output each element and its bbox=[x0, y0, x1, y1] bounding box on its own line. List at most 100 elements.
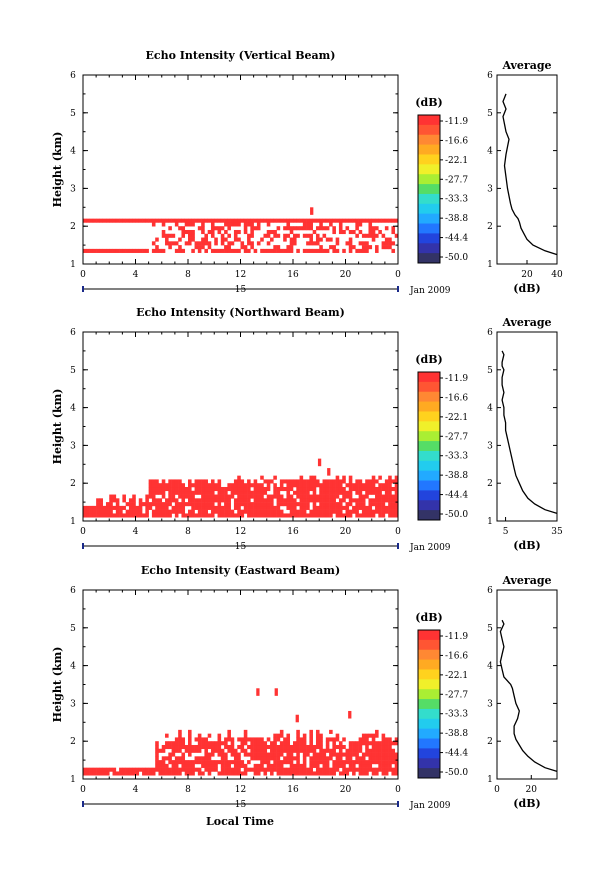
echo-cell bbox=[224, 229, 228, 235]
echo-cell bbox=[89, 505, 94, 510]
echo-cell bbox=[332, 490, 336, 495]
echo-cell bbox=[256, 748, 261, 753]
echo-cell bbox=[342, 744, 346, 750]
echo-cell bbox=[299, 483, 304, 488]
echo-cell bbox=[217, 505, 222, 510]
profile-title: Average bbox=[501, 316, 551, 329]
echo-cell bbox=[293, 771, 297, 776]
echo-cell bbox=[375, 502, 379, 507]
echo-cell bbox=[332, 760, 336, 765]
echo-cell bbox=[289, 509, 294, 514]
echo-cell bbox=[250, 741, 254, 746]
echo-cell bbox=[217, 760, 222, 765]
echo-cell bbox=[286, 245, 291, 250]
echo-cell bbox=[197, 245, 202, 250]
echo-cell bbox=[276, 748, 281, 753]
echo-cell bbox=[391, 513, 396, 518]
echo-cell bbox=[240, 490, 245, 495]
echo-cell bbox=[178, 486, 182, 492]
echo-cell bbox=[388, 756, 392, 761]
y-tick-label: 5 bbox=[70, 109, 76, 119]
echo-cell bbox=[158, 248, 163, 253]
echo-cell bbox=[158, 502, 163, 507]
echo-cell bbox=[315, 226, 320, 231]
echo-cell bbox=[365, 483, 369, 488]
profile-frame bbox=[496, 74, 558, 265]
echo-cell bbox=[342, 486, 346, 492]
echo-cell bbox=[250, 767, 254, 772]
y-tick-label: 4 bbox=[70, 404, 76, 414]
echo-cell bbox=[233, 218, 238, 223]
echo-cell bbox=[283, 744, 287, 750]
echo-cell bbox=[161, 502, 166, 507]
echo-cell bbox=[197, 218, 202, 223]
echo-cell bbox=[250, 233, 254, 238]
echo-cell bbox=[105, 218, 110, 223]
echo-cell bbox=[266, 218, 271, 223]
echo-cell bbox=[391, 771, 396, 776]
echo-cell bbox=[197, 502, 202, 507]
echo-cell bbox=[315, 505, 320, 510]
echo-cell bbox=[388, 741, 392, 746]
echo-cell bbox=[109, 767, 113, 772]
echo-cell bbox=[338, 218, 343, 223]
echo-cell bbox=[247, 479, 251, 484]
echo-cell bbox=[325, 744, 330, 750]
echo-cell bbox=[240, 483, 245, 488]
colorbar-segment bbox=[418, 699, 440, 710]
echo-cell bbox=[158, 509, 163, 514]
echo-cell bbox=[204, 756, 208, 761]
y-tick-label: 6 bbox=[70, 328, 76, 338]
echo-cell bbox=[266, 763, 271, 768]
echo-cell bbox=[391, 241, 396, 246]
echo-cell bbox=[227, 505, 231, 510]
echo-cell bbox=[151, 241, 156, 246]
echo-cell bbox=[128, 767, 133, 772]
echo-cell bbox=[188, 502, 192, 507]
echo-cell bbox=[142, 767, 146, 772]
echo-cell bbox=[381, 752, 386, 757]
echo-cell bbox=[289, 771, 294, 776]
echo-cell bbox=[135, 513, 140, 518]
echo-cell bbox=[253, 513, 258, 518]
echo-cell bbox=[155, 486, 159, 492]
echo-cell bbox=[250, 490, 254, 495]
echo-cell bbox=[142, 502, 146, 507]
echo-cell bbox=[148, 502, 153, 507]
echo-cell bbox=[355, 486, 359, 492]
colorbar-tick-label: -44.4 bbox=[445, 491, 468, 501]
echo-cell bbox=[378, 756, 382, 761]
y-tick-label: 1 bbox=[70, 517, 76, 527]
echo-cell bbox=[220, 752, 225, 757]
echo-cell bbox=[125, 771, 130, 776]
echo-cell bbox=[381, 241, 386, 246]
echo-cell bbox=[227, 483, 231, 488]
echo-cell bbox=[260, 763, 264, 768]
echo-cell bbox=[312, 505, 317, 510]
echo-cell bbox=[348, 763, 353, 768]
echo-cell bbox=[105, 771, 110, 776]
echo-cell bbox=[171, 483, 176, 488]
echo-cell bbox=[309, 483, 313, 488]
echo-cell bbox=[197, 498, 202, 503]
echo-cell bbox=[99, 509, 103, 514]
echo-cell bbox=[312, 483, 317, 488]
echo-cell bbox=[171, 767, 176, 772]
echo-cell bbox=[243, 767, 248, 772]
echo-cell bbox=[247, 513, 251, 518]
echo-cell bbox=[197, 737, 202, 742]
echo-cell bbox=[394, 756, 399, 761]
echo-cell bbox=[112, 513, 117, 518]
echo-cell bbox=[289, 486, 294, 492]
echo-cell bbox=[122, 248, 126, 253]
echo-cell bbox=[178, 245, 182, 250]
echo-cell bbox=[102, 509, 107, 514]
echo-cell bbox=[174, 741, 179, 746]
echo-cell bbox=[207, 767, 212, 772]
colorbar-segment bbox=[418, 441, 440, 452]
profile-y-tick-label: 3 bbox=[487, 441, 493, 451]
echo-cell bbox=[299, 218, 304, 223]
echo-cell bbox=[247, 498, 251, 503]
echo-cell bbox=[276, 248, 281, 253]
echo-cell bbox=[207, 513, 212, 518]
